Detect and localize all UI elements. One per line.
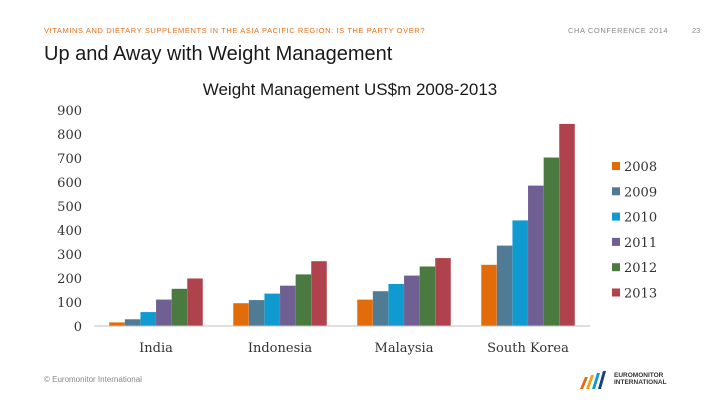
y-tick-label: 400 bbox=[57, 224, 82, 239]
bar-malaysia-2011 bbox=[404, 275, 420, 326]
y-tick-label: 200 bbox=[57, 272, 82, 287]
bar-malaysia-2012 bbox=[419, 266, 436, 326]
bar-indonesia-2011 bbox=[280, 285, 296, 326]
x-category-label: Malaysia bbox=[375, 341, 434, 356]
logo-line2: INTERNATIONAL bbox=[614, 379, 667, 386]
header-presentation-title: VITAMINS AND DIETARY SUPPLEMENTS IN THE … bbox=[44, 26, 426, 35]
bar-india-2013 bbox=[187, 278, 203, 326]
page-number: 23 bbox=[692, 26, 701, 35]
page-title: Up and Away with Weight Management bbox=[44, 43, 393, 65]
bar-south-korea-2009 bbox=[496, 245, 513, 326]
bar-india-2009 bbox=[124, 319, 141, 326]
legend-label: 2009 bbox=[624, 185, 657, 200]
bar-south-korea-2013 bbox=[559, 123, 575, 326]
bar-south-korea-2008 bbox=[481, 264, 497, 326]
y-tick-label: 700 bbox=[57, 152, 82, 167]
x-category-label: South Korea bbox=[487, 341, 569, 356]
legend-label: 2012 bbox=[624, 261, 657, 276]
logo-line1: EUROMONITOR bbox=[614, 372, 664, 379]
legend-swatch bbox=[612, 212, 620, 221]
bar-chart: Weight Management US$m 2008-2013 0 100 200… bbox=[57, 80, 657, 356]
bar-malaysia-2008 bbox=[357, 299, 373, 326]
bar-malaysia-2009 bbox=[372, 291, 389, 326]
bar-malaysia-2010 bbox=[388, 284, 404, 326]
bar-malaysia-2013 bbox=[435, 258, 451, 326]
bar-south-korea-2010 bbox=[512, 220, 528, 326]
footer-copyright: © Euromonitor International bbox=[44, 375, 142, 384]
bar-south-korea-2011 bbox=[528, 185, 544, 326]
y-tick-label: 800 bbox=[57, 128, 82, 143]
y-axis: 0 100 200 300 400 500 600 700 800 900 bbox=[57, 104, 82, 335]
euromonitor-logo: EUROMONITOR INTERNATIONAL bbox=[578, 368, 688, 392]
bar-india-2008 bbox=[109, 322, 125, 326]
y-tick-label: 100 bbox=[57, 296, 82, 311]
y-tick-label: 500 bbox=[57, 200, 82, 215]
bar-south-korea-2012 bbox=[543, 157, 560, 326]
header-conference-name: CHA CONFERENCE 2014 bbox=[568, 26, 669, 35]
chart-title: Weight Management US$m 2008-2013 bbox=[203, 80, 498, 99]
bars-group bbox=[109, 123, 575, 326]
bar-indonesia-2010 bbox=[264, 293, 280, 326]
legend-swatch bbox=[612, 162, 620, 170]
bar-india-2011 bbox=[156, 299, 172, 326]
legend: 2008 2009 2010 2011 2012 2013 bbox=[612, 160, 657, 302]
legend-label: 2010 bbox=[624, 211, 657, 226]
x-axis: India Indonesia Malaysia South Korea bbox=[94, 325, 590, 356]
bar-indonesia-2012 bbox=[295, 274, 312, 326]
legend-label: 2013 bbox=[624, 287, 657, 302]
legend-label: 2008 bbox=[624, 160, 657, 175]
bar-indonesia-2013 bbox=[311, 261, 327, 326]
x-category-label: India bbox=[139, 341, 173, 356]
legend-swatch bbox=[612, 263, 620, 272]
logo-stripes-icon bbox=[580, 371, 606, 389]
x-category-label: Indonesia bbox=[248, 341, 313, 356]
legend-swatch bbox=[612, 288, 620, 297]
y-tick-label: 300 bbox=[57, 248, 82, 263]
bar-indonesia-2008 bbox=[233, 303, 249, 326]
y-tick-label: 600 bbox=[57, 176, 82, 191]
bar-india-2012 bbox=[171, 288, 188, 326]
y-tick-label: 0 bbox=[74, 320, 82, 335]
bar-indonesia-2009 bbox=[248, 300, 265, 326]
legend-swatch bbox=[612, 237, 620, 246]
bar-india-2010 bbox=[140, 312, 156, 326]
y-tick-label: 900 bbox=[57, 104, 82, 119]
legend-label: 2011 bbox=[624, 236, 657, 251]
legend-swatch bbox=[612, 187, 620, 196]
